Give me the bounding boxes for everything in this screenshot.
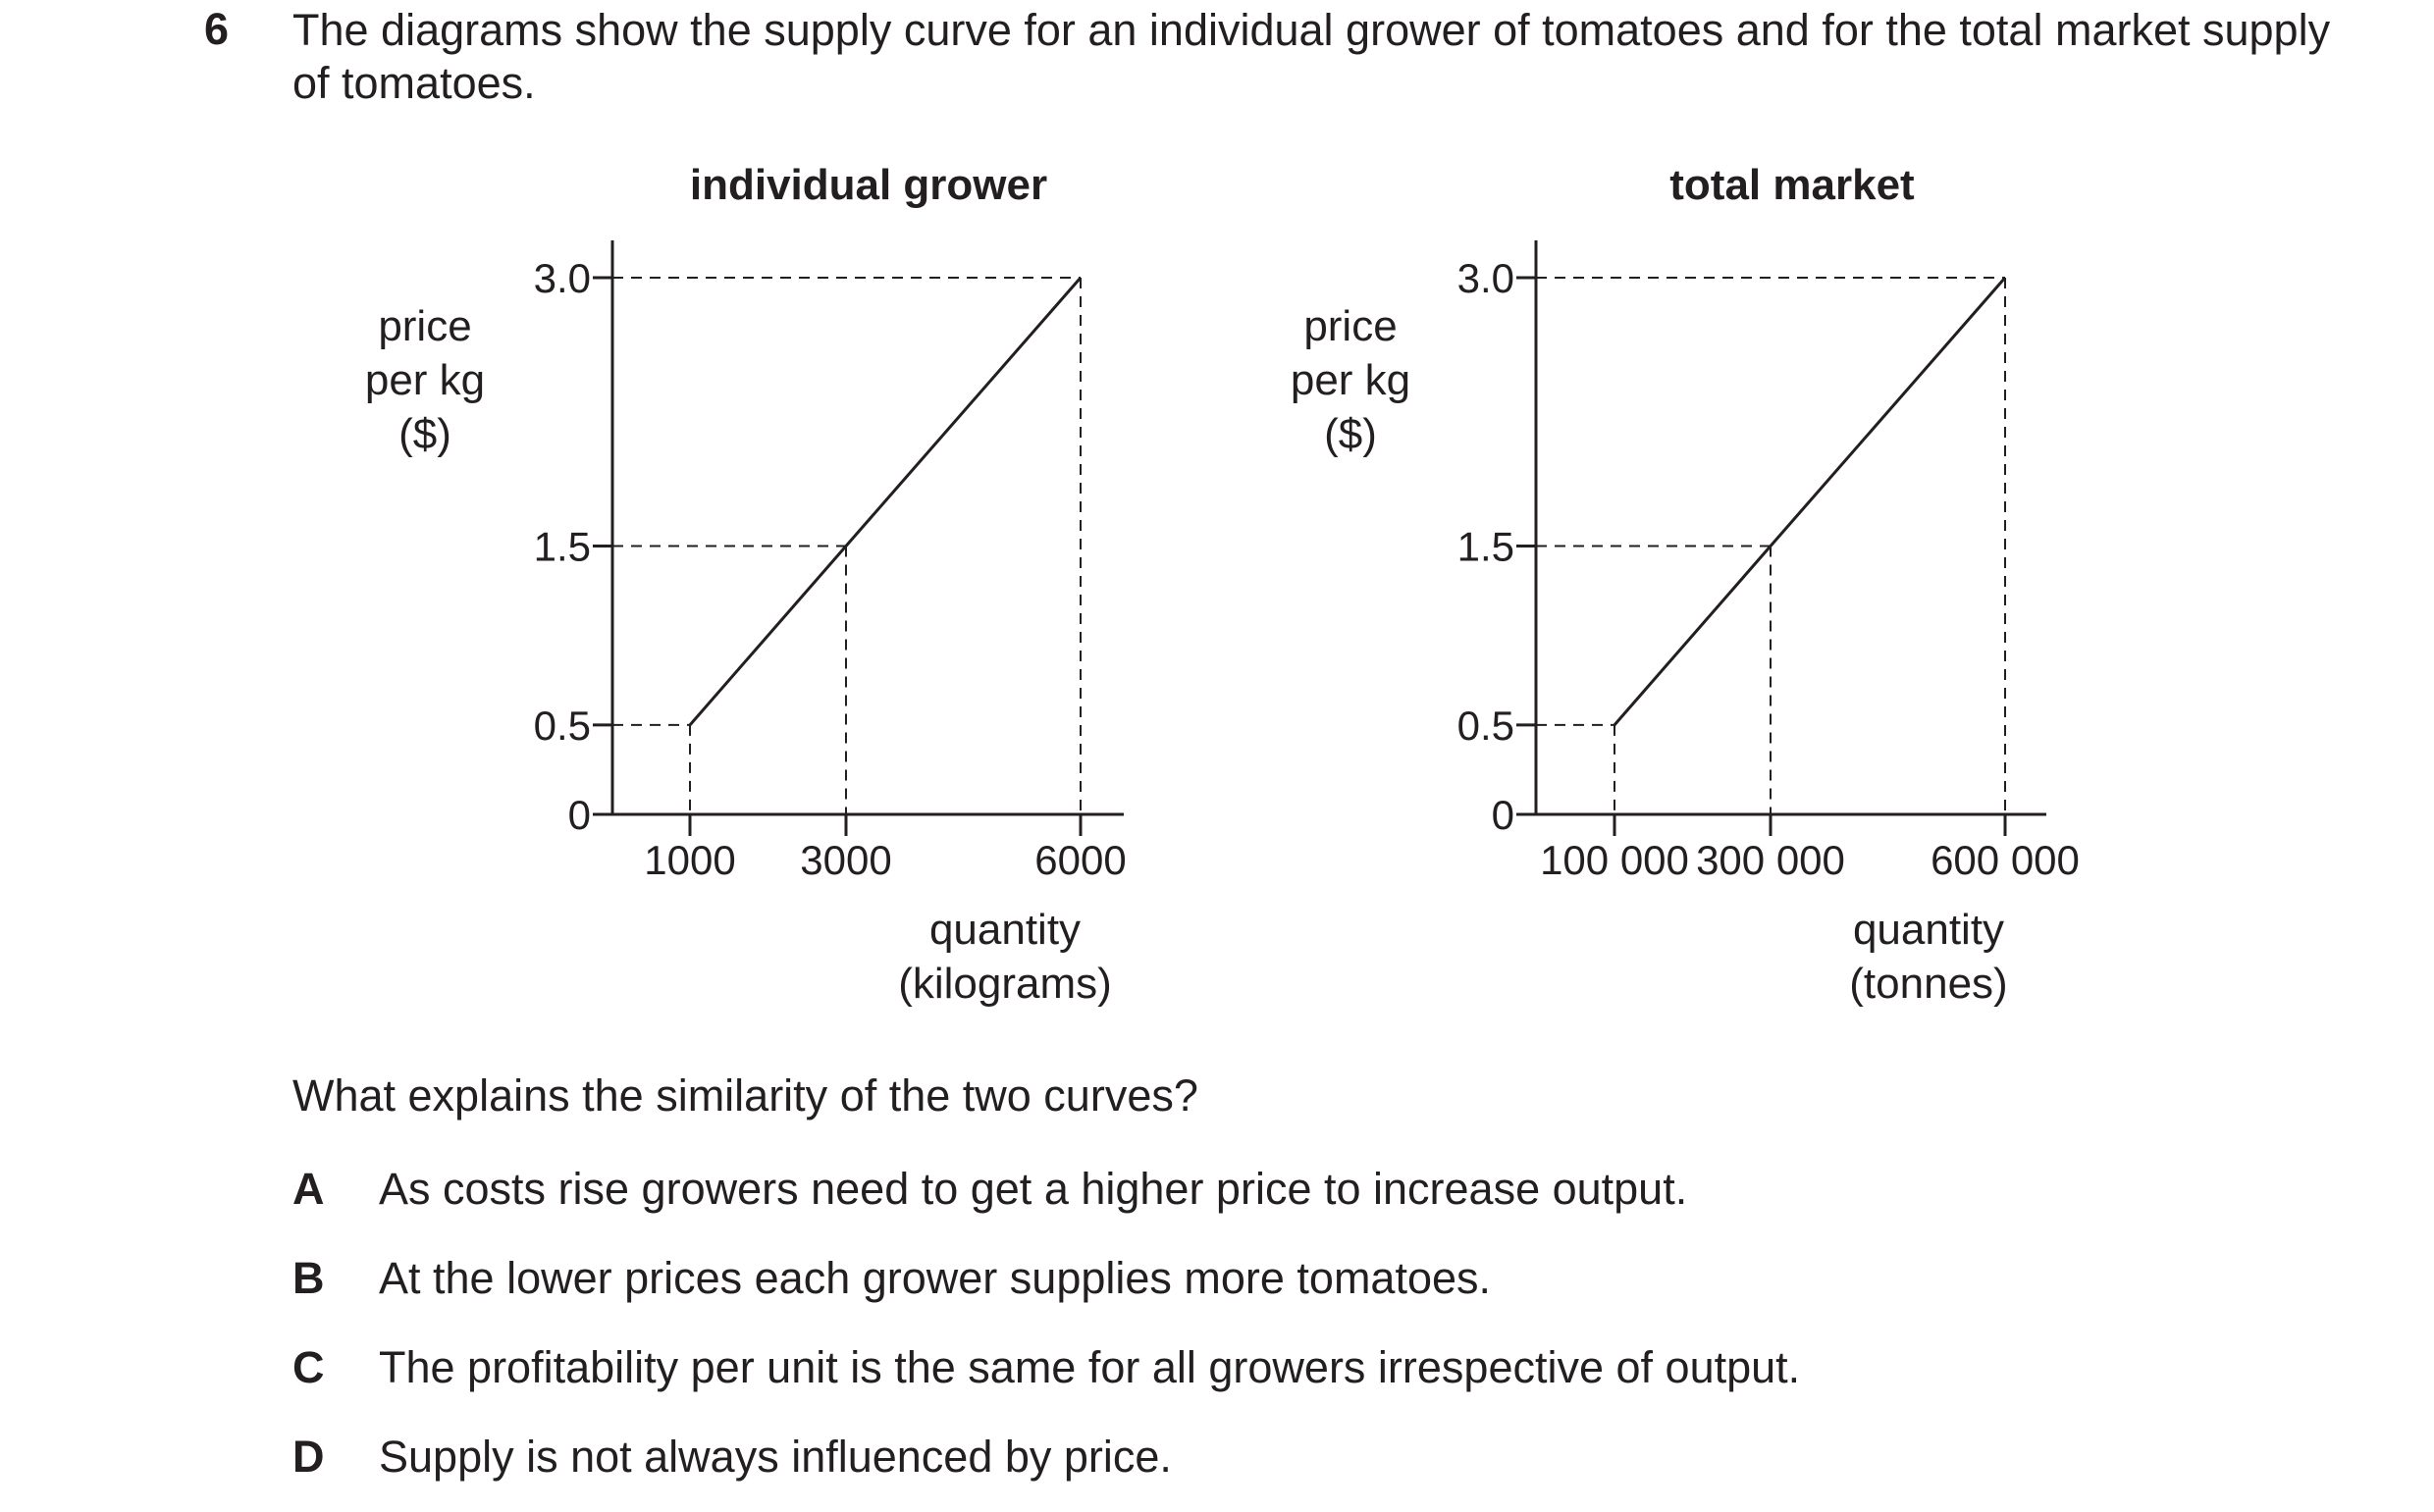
option-text: Supply is not always influenced by price… bbox=[379, 1432, 1172, 1482]
x-axis-label: (kilograms) bbox=[898, 960, 1112, 1008]
supply-curve bbox=[688, 277, 1083, 726]
option-letter: A bbox=[292, 1164, 325, 1214]
x-axis-label: quantity bbox=[929, 906, 1081, 954]
y-tick-label: 0 bbox=[1492, 792, 1514, 838]
y-axis-label: ($) bbox=[398, 410, 451, 458]
individual-grower-chart: individual grower price per kg ($) quantity (… bbox=[365, 161, 1127, 1008]
y-axis-label: price bbox=[1303, 302, 1397, 350]
option-letter: D bbox=[292, 1432, 325, 1482]
option-text: The profitability per unit is the same f… bbox=[379, 1342, 1801, 1392]
x-tick-label: 100 000 bbox=[1540, 837, 1689, 883]
x-tick-label: 600 000 bbox=[1931, 837, 2080, 883]
x-axis-label: (tonnes) bbox=[1849, 960, 2007, 1008]
option-text: At the lower prices each grower supplies… bbox=[379, 1253, 1492, 1303]
total-market-chart: total market price per kg ($) quantity (tonne… bbox=[1291, 161, 2080, 1008]
x-tick-label: 300 000 bbox=[1696, 837, 1845, 883]
supply-curve-diagrams: individual grower price per kg ($) quantity (… bbox=[365, 161, 2080, 1008]
y-tick-label: 3.0 bbox=[1457, 255, 1514, 301]
y-axis-label: ($) bbox=[1324, 410, 1377, 458]
x-tick-label: 1000 bbox=[644, 837, 735, 883]
y-axis-label: per kg bbox=[1291, 356, 1410, 404]
question-number: 6 bbox=[204, 4, 230, 54]
question-prompt: What explains the similarity of the two … bbox=[292, 1070, 1198, 1121]
y-tick-label: 3.0 bbox=[534, 255, 591, 301]
x-tick-label: 6000 bbox=[1034, 837, 1126, 883]
supply-curve bbox=[1613, 277, 2007, 726]
option-letter: C bbox=[292, 1342, 325, 1392]
question-stem: The diagrams show the supply curve for a… bbox=[292, 5, 2331, 108]
y-tick-label: 0 bbox=[568, 792, 591, 838]
y-axis-label: price bbox=[378, 302, 471, 350]
y-tick-label: 0.5 bbox=[1457, 703, 1514, 749]
x-axis-label: quantity bbox=[1853, 906, 2004, 954]
chart-title: total market bbox=[1669, 161, 1915, 209]
y-axis-label: per kg bbox=[365, 356, 485, 404]
y-tick-label: 1.5 bbox=[1457, 524, 1514, 570]
option-letter: B bbox=[292, 1253, 325, 1303]
x-tick-label: 3000 bbox=[800, 837, 891, 883]
option-text: As costs rise growers need to get a high… bbox=[379, 1164, 1688, 1214]
y-tick-label: 1.5 bbox=[534, 524, 591, 570]
y-tick-label: 0.5 bbox=[534, 703, 591, 749]
chart-title: individual grower bbox=[690, 161, 1047, 209]
